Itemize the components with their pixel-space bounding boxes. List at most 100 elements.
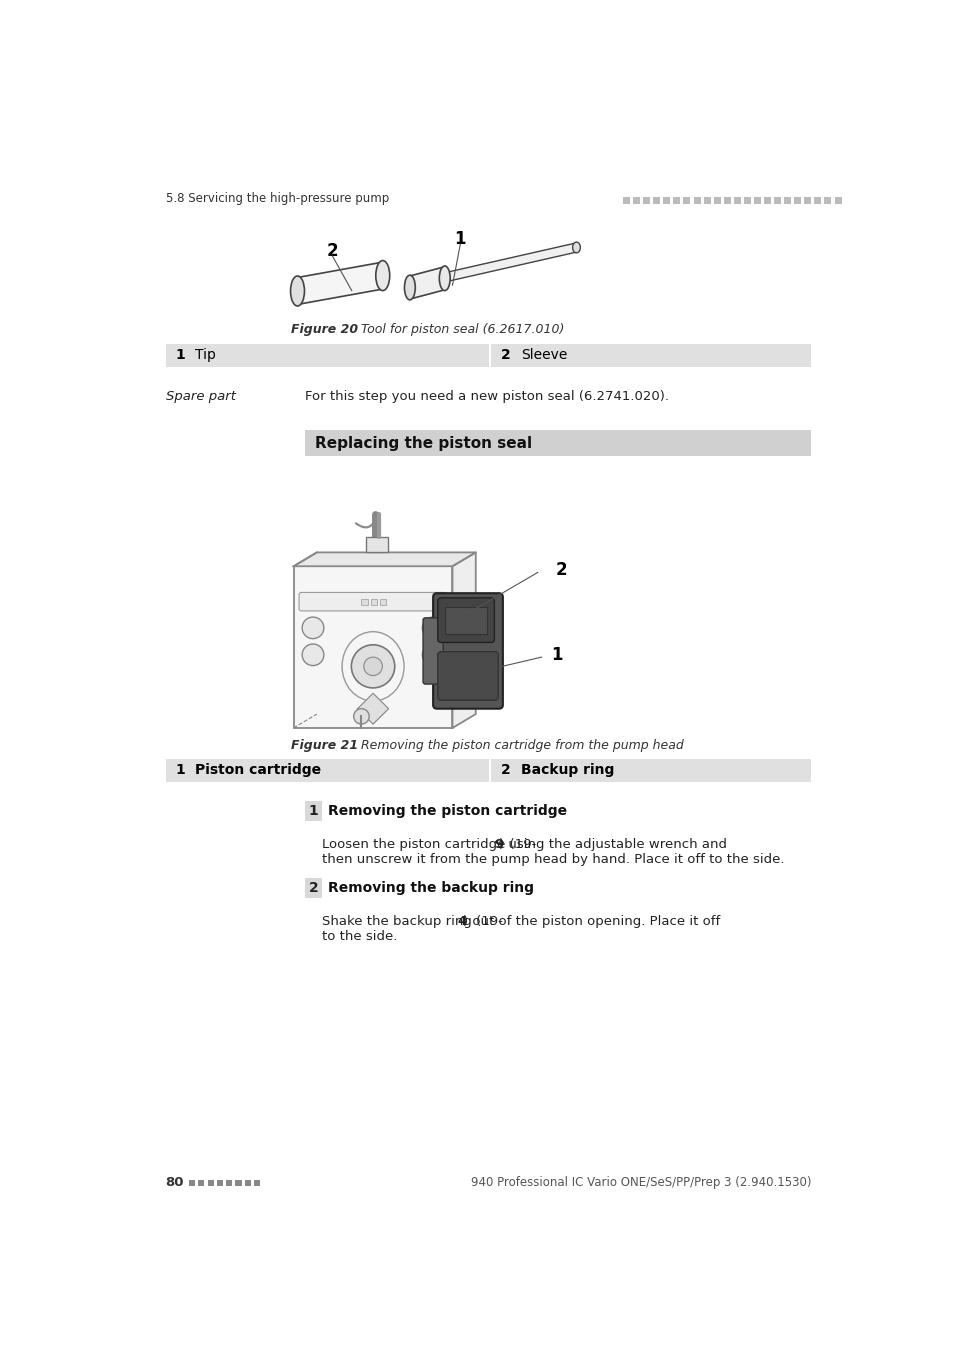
Bar (491, 759, 810, 782)
Text: 5.8 Servicing the high-pressure pump: 5.8 Servicing the high-pressure pump (166, 193, 389, 205)
Polygon shape (357, 694, 388, 724)
Ellipse shape (439, 266, 450, 290)
Bar (823, 197, 831, 204)
Circle shape (422, 617, 443, 639)
Bar (834, 197, 841, 204)
Bar (166, 759, 488, 782)
Text: 4: 4 (457, 915, 467, 927)
Text: Removing the piston cartridge from the pump head: Removing the piston cartridge from the p… (349, 740, 683, 752)
Text: then unscrew it from the pump head by hand. Place it off to the side.: then unscrew it from the pump head by ha… (322, 853, 784, 867)
Text: 940 Professional IC Vario ONE/SeS/PP/Prep 3 (2.940.1530): 940 Professional IC Vario ONE/SeS/PP/Pre… (471, 1176, 810, 1189)
Bar (366, 537, 387, 552)
Text: to the side.: to the side. (322, 930, 397, 944)
Text: 2: 2 (500, 763, 510, 778)
FancyBboxPatch shape (433, 593, 502, 709)
Bar (773, 197, 781, 204)
Text: Figure 21: Figure 21 (291, 740, 358, 752)
Polygon shape (297, 262, 382, 305)
Bar (444, 608, 487, 634)
Bar (245, 1180, 251, 1187)
Text: ) using the adjustable wrench and: ) using the adjustable wrench and (498, 838, 726, 850)
Text: For this step you need a new piston seal (6.2741.020).: For this step you need a new piston seal… (305, 390, 669, 402)
Bar (491, 344, 810, 367)
Bar (198, 1180, 204, 1187)
Ellipse shape (572, 242, 579, 252)
Circle shape (302, 644, 323, 666)
Bar (803, 197, 810, 204)
Bar (379, 598, 386, 605)
Text: 2: 2 (326, 242, 337, 259)
Bar (208, 1180, 213, 1187)
Bar (305, 429, 810, 456)
Text: Shake the backup ring (19-: Shake the backup ring (19- (322, 915, 502, 927)
Text: Removing the piston cartridge: Removing the piston cartridge (328, 805, 567, 818)
Text: 9: 9 (494, 838, 503, 850)
Bar (743, 197, 750, 204)
Bar (723, 197, 730, 204)
Text: ) out of the piston opening. Place it off: ) out of the piston opening. Place it of… (462, 915, 720, 927)
Ellipse shape (404, 275, 415, 300)
FancyBboxPatch shape (422, 618, 443, 684)
FancyBboxPatch shape (437, 598, 494, 643)
Text: Backup ring: Backup ring (520, 763, 614, 778)
Bar (693, 197, 700, 204)
FancyBboxPatch shape (437, 652, 497, 701)
Bar (753, 197, 760, 204)
Text: Sleeve: Sleeve (520, 348, 566, 362)
Text: Tool for piston seal (6.2617.010): Tool for piston seal (6.2617.010) (349, 324, 564, 336)
Text: Loosen the piston cartridge (19-: Loosen the piston cartridge (19- (322, 838, 537, 850)
Bar (216, 1180, 223, 1187)
Text: Removing the backup ring: Removing the backup ring (328, 882, 534, 895)
Bar (662, 197, 670, 204)
Bar (814, 197, 821, 204)
Circle shape (351, 645, 395, 688)
Ellipse shape (375, 261, 390, 290)
Polygon shape (294, 552, 476, 566)
Bar (226, 1180, 233, 1187)
Bar (703, 197, 710, 204)
Text: 1: 1 (174, 763, 185, 778)
Circle shape (363, 657, 382, 675)
Bar (783, 197, 790, 204)
Bar (294, 566, 452, 728)
Bar (673, 197, 679, 204)
Bar (733, 197, 740, 204)
Bar (189, 1180, 195, 1187)
Bar (253, 1180, 260, 1187)
Text: Piston cartridge: Piston cartridge (195, 763, 321, 778)
Polygon shape (410, 267, 444, 300)
Bar (305, 878, 322, 898)
Text: 1: 1 (174, 348, 185, 362)
Bar (371, 598, 376, 605)
Bar (653, 197, 659, 204)
Text: Figure 20: Figure 20 (291, 324, 358, 336)
Bar (361, 598, 367, 605)
Text: 1: 1 (454, 230, 465, 248)
Text: Replacing the piston seal: Replacing the piston seal (315, 436, 532, 451)
Text: 2: 2 (309, 882, 318, 895)
Circle shape (302, 617, 323, 639)
Bar (682, 197, 690, 204)
Text: 2: 2 (500, 348, 510, 362)
Polygon shape (452, 552, 476, 728)
Bar (633, 197, 639, 204)
Text: Spare part: Spare part (166, 390, 235, 402)
Circle shape (354, 709, 369, 724)
FancyBboxPatch shape (298, 593, 447, 612)
Bar (622, 197, 629, 204)
Bar (763, 197, 770, 204)
Bar (166, 344, 488, 367)
Circle shape (422, 644, 443, 666)
Bar (794, 197, 801, 204)
Text: 80: 80 (166, 1176, 184, 1189)
Polygon shape (440, 243, 576, 284)
Bar (305, 801, 322, 821)
Text: Tip: Tip (195, 348, 215, 362)
Bar (642, 197, 649, 204)
Ellipse shape (291, 275, 304, 306)
Bar (235, 1180, 241, 1187)
Bar (713, 197, 720, 204)
Text: 1: 1 (551, 645, 562, 664)
Text: 2: 2 (555, 562, 566, 579)
Text: 1: 1 (309, 805, 318, 818)
